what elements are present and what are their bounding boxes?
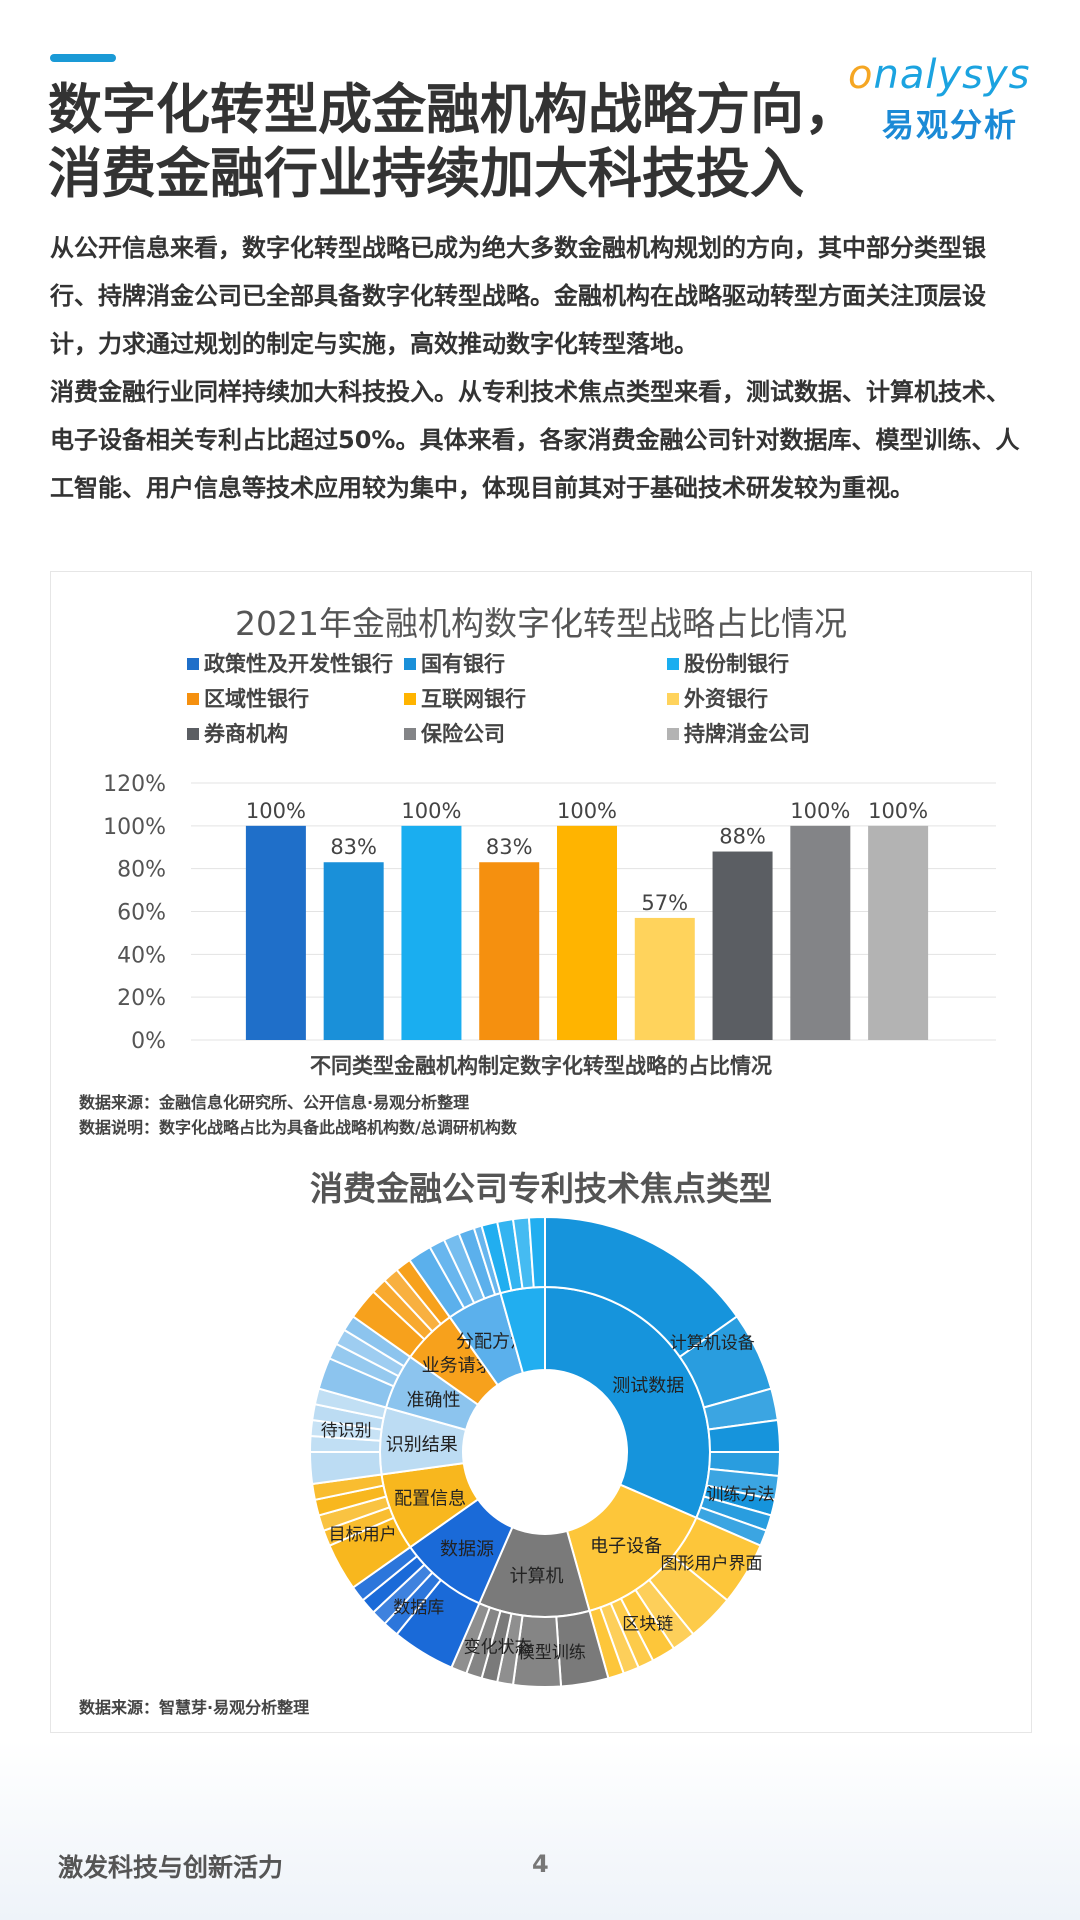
sunburst-inner-label: 业务请求 bbox=[422, 1356, 494, 1377]
legend-swatch bbox=[187, 693, 199, 705]
bar-data-label: 100% bbox=[401, 799, 461, 823]
bar-data-label: 57% bbox=[641, 891, 688, 915]
sunburst-outer-label: 目标用户 bbox=[329, 1525, 397, 1545]
charts-canvas: 2021年金融机构数字化转型战略占比情况 政策性及开发性银行 国有银行 股份制银行区… bbox=[79, 604, 996, 1717]
legend-label: 国有银行 bbox=[421, 652, 505, 676]
sunburst-outer-label: 区块链 bbox=[622, 1615, 673, 1635]
y-tick-label: 120% bbox=[103, 772, 166, 797]
legend-swatch bbox=[187, 728, 199, 740]
y-tick-label: 100% bbox=[103, 815, 166, 840]
bar-data-label: 100% bbox=[246, 799, 306, 823]
bar bbox=[557, 825, 617, 1040]
bar bbox=[479, 862, 540, 1040]
bar-data-label: 100% bbox=[557, 799, 617, 823]
sunburst-inner-label: 测试数据 bbox=[612, 1375, 684, 1396]
legend-label: 外资银行 bbox=[684, 687, 768, 711]
legend-label: 区域性银行 bbox=[204, 687, 309, 711]
y-tick-label: 80% bbox=[117, 858, 166, 883]
bar-data-label: 83% bbox=[330, 835, 377, 859]
analysys-logo: onalysys 易观分析 bbox=[840, 52, 1040, 144]
sunburst-inner-label: 识别结果 bbox=[386, 1435, 458, 1456]
legend-label: 券商机构 bbox=[204, 722, 288, 746]
legend-swatch bbox=[404, 693, 416, 705]
bar bbox=[712, 851, 773, 1040]
intro-paragraph-2: 消费金融行业同样持续加大科技投入。从专利技术焦点类型来看，测试数据、计算机技术、… bbox=[50, 378, 1020, 502]
sunburst-inner-label: 分配方法 bbox=[456, 1331, 528, 1352]
legend-swatch bbox=[404, 658, 416, 670]
legend-swatch bbox=[187, 658, 199, 670]
sunburst-inner-label: 配置信息 bbox=[394, 1488, 466, 1509]
sunburst-inner-label: 电子设备 bbox=[590, 1536, 662, 1557]
legend-label: 保险公司 bbox=[420, 722, 505, 746]
bar-chart-note: 数据说明：数字化战略占比为具备此战略机构数/总调研机构数 bbox=[79, 1118, 518, 1137]
bar-data-label: 100% bbox=[790, 799, 850, 823]
page-title-line1: 数字化转型成金融机构战略方向， bbox=[48, 78, 858, 141]
sunburst-outer-label: 训练方法 bbox=[707, 1485, 775, 1505]
legend-swatch bbox=[667, 728, 679, 740]
legend-label: 股份制银行 bbox=[684, 652, 789, 676]
legend-label: 互联网银行 bbox=[421, 687, 526, 711]
bar bbox=[634, 917, 695, 1040]
legend-label: 政策性及开发性银行 bbox=[204, 652, 393, 676]
bar-chart-bars: 100% 83% 100% 83% 100% 57% 88% 100% 100% bbox=[246, 799, 928, 1040]
sunburst-outer-label: 数据库 bbox=[393, 1598, 444, 1618]
bar bbox=[790, 825, 851, 1040]
bar-chart-title: 2021年金融机构数字化转型战略占比情况 bbox=[235, 604, 847, 643]
bar-chart-source: 数据来源：金融信息化研究所、公开信息·易观分析整理 bbox=[79, 1093, 469, 1112]
intro-text: 从公开信息来看，数字化转型战略已成为绝大多数金融机构规划的方向，其中部分类型银行… bbox=[50, 224, 1030, 512]
sunburst-source: 数据来源：智慧芽·易观分析整理 bbox=[79, 1698, 309, 1717]
intro-paragraph-1: 从公开信息来看，数字化转型战略已成为绝大多数金融机构规划的方向，其中部分类型银行… bbox=[50, 234, 986, 358]
y-tick-label: 40% bbox=[117, 943, 166, 968]
y-tick-label: 20% bbox=[117, 986, 166, 1011]
bar-chart-xlabel: 不同类型金融机构制定数字化转型战略的占比情况 bbox=[310, 1054, 772, 1078]
footer-text: 激发科技与创新活力 bbox=[58, 1853, 284, 1882]
footer-background bbox=[0, 1740, 1080, 1920]
legend-swatch bbox=[667, 658, 679, 670]
logo-chinese: 易观分析 bbox=[882, 106, 1019, 144]
bar-data-label: 100% bbox=[868, 799, 928, 823]
sunburst-outer-label: 图形用户界面 bbox=[660, 1554, 762, 1574]
sunburst-outer-label: 模型训练 bbox=[518, 1643, 586, 1663]
bar-data-label: 88% bbox=[719, 825, 766, 849]
page-number: 4 bbox=[532, 1850, 549, 1878]
bar-data-label: 83% bbox=[486, 835, 533, 859]
title-accent-bar bbox=[50, 54, 116, 62]
sunburst-inner-label: 准确性 bbox=[406, 1390, 460, 1411]
legend-label: 持牌消金公司 bbox=[684, 722, 810, 746]
logo-english: onalysys bbox=[848, 52, 1031, 98]
sunburst-outer-label: 计算机设备 bbox=[670, 1333, 755, 1353]
bar bbox=[868, 825, 929, 1040]
legend-swatch bbox=[667, 693, 679, 705]
sunburst-outer-label: 待识别 bbox=[321, 1421, 372, 1441]
chart-card: 2021年金融机构数字化转型战略占比情况 政策性及开发性银行 国有银行 股份制银行区… bbox=[50, 571, 1032, 1733]
page-title-line2: 消费金融行业持续加大科技投入 bbox=[48, 142, 804, 205]
bar bbox=[245, 825, 306, 1040]
y-tick-label: 0% bbox=[131, 1029, 166, 1054]
sunburst-inner-label: 计算机 bbox=[510, 1566, 564, 1587]
page-title: 数字化转型成金融机构战略方向， 消费金融行业持续加大科技投入 bbox=[48, 78, 1048, 206]
bar-chart-y-axis: 0% 20% 40% 60% 80% 100% 120% bbox=[103, 772, 166, 1054]
y-tick-label: 60% bbox=[117, 901, 166, 926]
sunburst-inner-label: 数据源 bbox=[440, 1539, 494, 1560]
sunburst-outer-segment bbox=[527, 1215, 546, 1289]
sunburst-outer-label: 变化状态 bbox=[464, 1637, 532, 1657]
bar bbox=[401, 825, 462, 1040]
legend-swatch bbox=[404, 728, 416, 740]
sunburst-title: 消费金融公司专利技术焦点类型 bbox=[310, 1169, 772, 1208]
bar bbox=[323, 862, 384, 1040]
